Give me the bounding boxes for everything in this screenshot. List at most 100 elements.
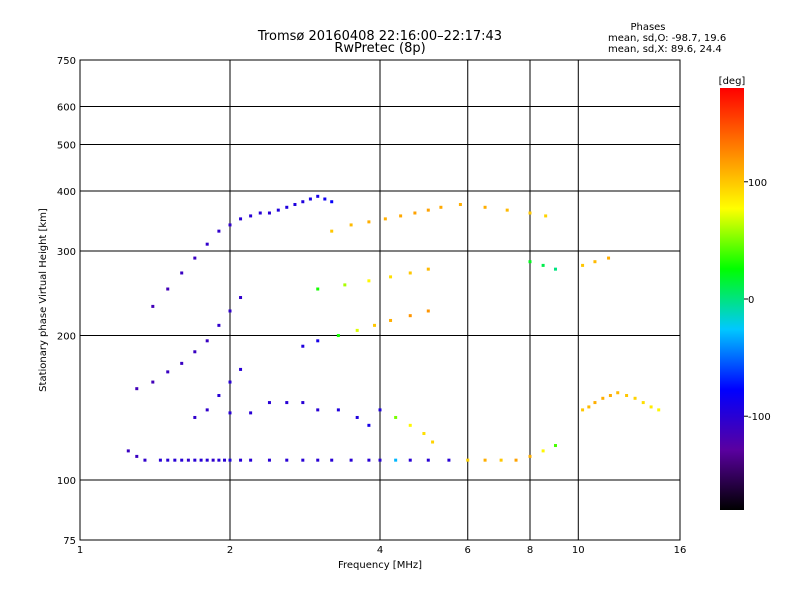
echo-point <box>343 283 347 287</box>
echo-point <box>267 401 271 405</box>
echo-point <box>180 361 184 365</box>
echo-point <box>193 350 197 354</box>
echo-point <box>223 458 227 462</box>
echo-point <box>249 411 253 415</box>
echo-point <box>593 260 597 264</box>
echo-point <box>228 309 232 313</box>
echo-point <box>217 323 221 327</box>
echo-point <box>293 202 297 206</box>
echo-point <box>211 458 215 462</box>
echo-point <box>258 211 262 215</box>
x-axis-ticks: 1 2 4 6 8 10 16 <box>77 545 687 556</box>
echo-point <box>367 458 371 462</box>
plot-frame <box>79 59 681 541</box>
echo-point <box>276 208 280 212</box>
y-axis-ticks: 75 100 200 300 400 500 600 750 <box>57 56 76 547</box>
colorbar-label: [deg] <box>719 76 746 87</box>
y-tick-label: 300 <box>57 247 76 258</box>
echo-point <box>239 296 243 300</box>
echo-point <box>330 229 334 233</box>
echo-point <box>408 314 412 318</box>
echo-point <box>217 458 221 462</box>
echo-point <box>593 401 597 405</box>
echo-point <box>301 458 305 462</box>
echo-point <box>316 287 320 291</box>
echo-point <box>349 458 353 462</box>
echo-point <box>483 205 487 209</box>
echo-point <box>205 242 209 246</box>
echo-point <box>330 200 334 204</box>
echo-point <box>158 458 162 462</box>
echo-point <box>378 408 382 412</box>
echo-point <box>466 458 470 462</box>
colorbar-tick-label: -100 <box>748 412 771 423</box>
echo-point <box>349 223 353 227</box>
echo-point <box>135 454 139 458</box>
echo-point <box>316 339 320 343</box>
echo-point <box>367 279 371 283</box>
echo-point <box>193 415 197 419</box>
echo-point <box>616 391 620 395</box>
echo-point <box>541 449 545 453</box>
colorbar-ticks: 100 0 -100 <box>744 178 771 423</box>
echo-point <box>143 458 147 462</box>
echo-point <box>330 458 334 462</box>
x-tick-label: 8 <box>527 545 533 556</box>
echo-point <box>528 211 532 215</box>
echo-point <box>228 380 232 384</box>
echo-point <box>528 454 532 458</box>
echo-point <box>336 408 340 412</box>
data-points <box>126 194 661 462</box>
phases-x-stats: mean, sd,X: 89.6, 24.4 <box>608 44 722 55</box>
echo-point <box>173 458 177 462</box>
echo-point <box>205 458 209 462</box>
y-tick-label: 200 <box>57 332 76 343</box>
chart-title: Tromsø 20160408 22:16:00–22:17:43 <box>257 29 502 44</box>
echo-point <box>228 411 232 415</box>
echo-point <box>239 367 243 371</box>
echo-point <box>180 458 184 462</box>
x-tick-label: 1 <box>77 545 83 556</box>
colorbar-tick-label: 100 <box>748 178 767 189</box>
echo-point <box>301 344 305 348</box>
echo-point <box>285 458 289 462</box>
echo-point <box>439 205 443 209</box>
chart-subtitle: RwPretec (8p) <box>334 41 425 56</box>
echo-point <box>528 260 532 264</box>
echo-point <box>228 223 232 227</box>
echo-point <box>285 401 289 405</box>
echo-point <box>205 408 209 412</box>
phases-heading: Phases <box>630 22 665 33</box>
echo-point <box>649 405 653 409</box>
echo-point <box>378 458 382 462</box>
echo-point <box>367 423 371 427</box>
echo-point <box>126 449 130 453</box>
echo-point <box>166 458 170 462</box>
echo-point <box>544 214 548 218</box>
echo-point <box>180 271 184 275</box>
echo-point <box>657 408 661 412</box>
echo-point <box>166 370 170 374</box>
echo-point <box>408 423 412 427</box>
phases-o-stats: mean, sd,O: -98.7, 19.6 <box>608 33 726 44</box>
echo-point <box>505 208 509 212</box>
echo-point <box>249 214 253 218</box>
echo-point <box>301 200 305 204</box>
echo-point <box>389 318 393 322</box>
echo-point <box>316 194 320 198</box>
echo-point <box>193 458 197 462</box>
echo-point <box>135 387 139 391</box>
x-tick-label: 16 <box>674 545 687 556</box>
echo-point <box>205 339 209 343</box>
x-axis-label: Frequency [MHz] <box>338 560 422 571</box>
echo-point <box>458 202 462 206</box>
echo-point <box>217 229 221 233</box>
x-tick-label: 10 <box>572 545 585 556</box>
echo-point <box>285 205 289 209</box>
x-tick-label: 6 <box>465 545 471 556</box>
echo-point <box>249 458 253 462</box>
echo-point <box>447 458 451 462</box>
echo-point <box>601 396 605 400</box>
echo-point <box>553 267 557 271</box>
echo-point <box>367 220 371 224</box>
